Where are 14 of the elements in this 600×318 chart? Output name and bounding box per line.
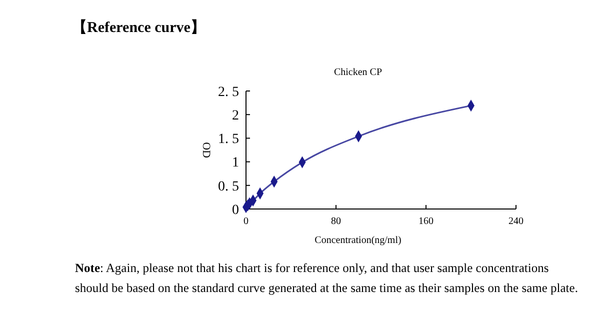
y-axis-title: OD: [200, 142, 212, 158]
chart-title: Chicken CP: [334, 67, 382, 78]
y-tick-label: 1: [232, 156, 239, 171]
y-tick-label: 2. 5: [218, 84, 239, 100]
x-tick-label: 80: [331, 216, 341, 227]
text: 【Reference curve】: [72, 19, 206, 36]
x-axis-title: Concentration(ng/ml): [314, 235, 402, 246]
x-tick-label: 160: [418, 216, 434, 227]
y-tick-label: 1. 5: [218, 132, 239, 148]
y-tick-label: 2: [232, 108, 239, 124]
x-tick-label: 0: [244, 216, 248, 227]
text: Note: Again, please not that his chart is for reference only, and that user sample concentrations should be based on the standard curve generated at the same time as their samples on the same plate.: [75, 260, 579, 297]
y-tick-label: 0. 5: [218, 179, 239, 194]
x-tick-label: 240: [508, 216, 524, 227]
